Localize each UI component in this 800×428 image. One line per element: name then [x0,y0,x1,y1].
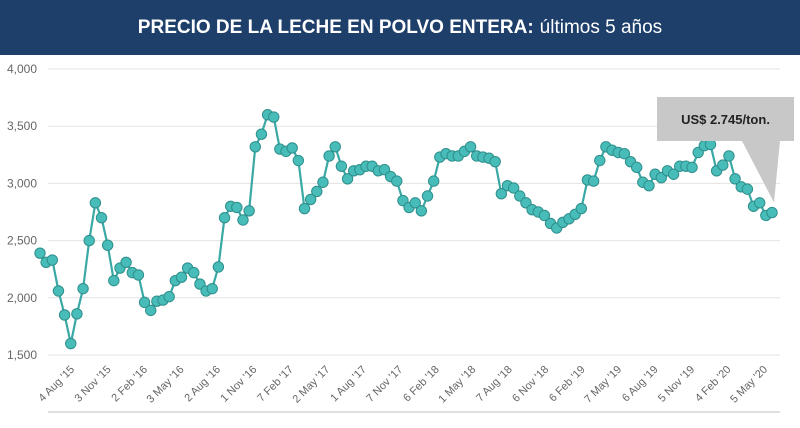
x-tick-label: 3 May '16 [145,364,187,406]
data-point [304,193,317,206]
chart-title-subtitle: últimos 5 años [539,16,663,38]
data-point [83,234,95,247]
data-point [686,161,698,174]
data-point [145,304,157,317]
data-point [538,209,551,222]
data-point [65,337,77,350]
data-point [132,269,145,281]
x-tick-label: 5 May '20 [728,364,770,406]
x-tick-label: 6 Feb '19 [547,364,588,405]
x-tick-label: 1 Nov '16 [218,364,259,405]
data-point [335,160,348,172]
data-point [52,285,65,297]
data-point [89,197,102,209]
data-point [34,247,46,259]
x-tick-label: 6 Nov '18 [510,364,551,405]
data-point [218,212,231,224]
x-tick-label: 7 Feb '17 [255,364,296,405]
chart-title-banner: PRECIO DE LA LECHE EN POLVO ENTERA: últi… [0,0,800,55]
y-tick-label: 3,500 [7,119,37,133]
data-point [206,282,218,295]
data-point [741,183,754,195]
x-tick-label: 2 Feb '16 [109,364,150,405]
data-point [489,155,501,168]
data-point [323,150,335,162]
x-tick-label: 4 Feb '20 [693,364,734,405]
data-point [317,176,329,188]
data-point [717,159,729,171]
x-tick-label: 7 Aug '18 [474,364,515,405]
data-point [495,187,508,200]
y-tick-label: 3,000 [7,176,37,190]
data-point [95,212,108,224]
x-tick-label: 5 Nov '19 [656,364,697,405]
data-point [212,261,225,273]
data-point [507,182,520,194]
x-tick-label: 1 Aug '17 [328,364,369,405]
data-point [464,141,477,153]
x-tick-label: 3 Nov '15 [72,364,113,405]
data-point [255,128,268,140]
data-point [341,173,354,185]
data-point [587,175,600,187]
data-point [108,274,120,287]
x-tick-label: 6 Feb '18 [401,364,442,405]
data-point [421,190,434,202]
y-tick-label: 4,000 [7,62,37,76]
callout-price-label: US$ 2.745/ton. [681,112,770,127]
data-point [268,111,280,123]
chart-title-bold: PRECIO DE LA LECHE EN POLVO ENTERA: [137,16,534,38]
data-point [243,205,255,217]
data-point [667,168,680,180]
y-axis-ticks: 1,500 2,000 2,500 3,000 3,500 4,000 [7,62,37,362]
data-point [753,197,766,209]
data-point [138,296,151,309]
data-point [415,205,428,217]
x-axis-ticks: 4 Aug '153 Nov '152 Feb '163 May '162 Au… [36,364,770,406]
data-point [163,290,175,303]
data-point [311,185,323,198]
data-point [575,202,588,215]
callout-box [657,97,794,203]
data-point [71,308,83,320]
data-point [292,154,305,167]
data-point [427,175,440,187]
data-points [34,109,778,350]
data-point [101,239,114,251]
x-tick-label: 2 May '17 [290,364,332,406]
data-point [723,150,735,162]
data-point [46,254,59,266]
line-chart: 1,500 2,000 2,500 3,000 3,500 4,000 4 Aug '15… [7,62,794,413]
x-tick-label: 7 May '19 [582,364,624,406]
data-point [391,175,403,187]
data-point [175,271,188,283]
x-tick-label: 2 Aug '16 [182,364,223,405]
y-tick-label: 2,500 [7,234,37,248]
data-point [329,141,341,153]
data-point [643,179,655,192]
data-point [237,214,249,226]
data-point [594,154,606,167]
data-point [298,202,311,215]
x-tick-label: 6 Aug '19 [620,364,661,405]
y-tick-label: 2,000 [7,291,37,305]
data-point [188,266,200,279]
data-point [630,161,643,174]
data-point [231,201,243,214]
y-tick-label: 1,500 [7,348,37,362]
data-point [58,309,71,321]
data-point [249,141,261,153]
data-point [409,197,421,209]
data-point [77,282,89,295]
data-point [120,256,132,269]
x-tick-label: 7 Nov '17 [364,364,405,405]
x-tick-label: 1 May '18 [436,364,478,406]
x-tick-label: 4 Aug '15 [36,364,77,405]
data-point [618,147,631,160]
price-callout: US$ 2.745/ton. [657,97,794,203]
data-point [766,206,778,219]
data-point [729,173,741,185]
data-point [286,142,298,154]
